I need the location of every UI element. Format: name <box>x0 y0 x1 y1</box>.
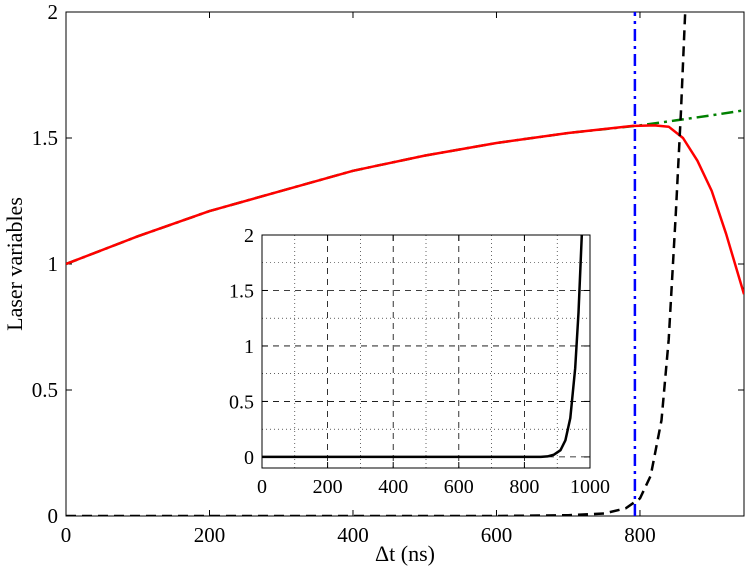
main-series <box>66 12 744 516</box>
y-axis-title: Laser variables <box>2 197 27 331</box>
inset-ytick-label-2: 1 <box>244 336 254 358</box>
main-ytick-label-3: 1.5 <box>32 126 58 150</box>
inset-ytick-label-1: 0.5 <box>229 391 254 413</box>
inset-ticks: 0 200 400 600 800 1000 0 0.5 1 1.5 2 <box>229 225 610 498</box>
inset-ytick-label-4: 2 <box>244 225 254 247</box>
inset-xtick-label-1: 200 <box>313 476 343 498</box>
main-xtick-label-0: 0 <box>61 523 72 547</box>
inset-xtick-label-3: 600 <box>444 476 474 498</box>
inset-xtick-label-2: 400 <box>378 476 408 498</box>
inset-axes: 0 200 400 600 800 1000 0 0.5 1 1.5 2 <box>229 225 610 498</box>
inset-xtick-label-0: 0 <box>257 476 267 498</box>
main-ytick-label-1: 0.5 <box>32 378 58 402</box>
main-series-1 <box>66 124 744 295</box>
main-xtick-label-2: 400 <box>337 523 369 547</box>
inset-series-0 <box>262 235 584 459</box>
main-series-2 <box>66 12 687 516</box>
inset-ytick-label-0: 0 <box>244 447 254 469</box>
main-ytick-label-0: 0 <box>48 504 59 528</box>
inset-series <box>262 235 584 459</box>
main-xtick-label-4: 800 <box>624 523 656 547</box>
inset-xtick-label-5: 1000 <box>570 476 610 498</box>
inset-xtick-label-4: 800 <box>509 476 539 498</box>
main-xtick-label-3: 600 <box>481 523 513 547</box>
main-ytick-label-2: 1 <box>48 252 59 276</box>
main-ytick-label-4: 2 <box>48 0 59 24</box>
inset-grid <box>262 235 590 468</box>
x-axis-title: Δt (ns) <box>375 541 435 566</box>
main-xtick-label-1: 200 <box>194 523 226 547</box>
inset-ytick-label-3: 1.5 <box>229 280 254 302</box>
